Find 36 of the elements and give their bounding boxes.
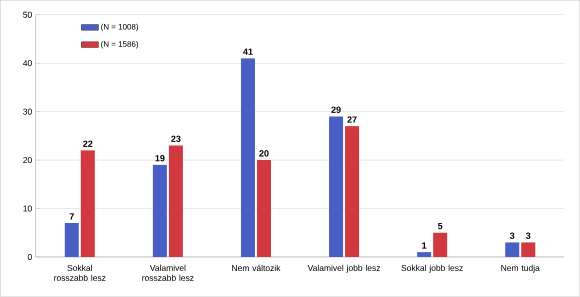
- data-label: 27: [347, 116, 357, 123]
- x-tick-label: Valamivel jobb lesz: [308, 264, 380, 273]
- data-label: 20: [259, 150, 269, 157]
- y-tick-label: 10: [23, 206, 32, 212]
- bar: [329, 116, 344, 258]
- x-tick-label: Valamivel rosszabb lesz: [142, 264, 194, 282]
- bar: [521, 242, 536, 258]
- x-tick-label: Sokkal jobb lesz: [401, 264, 463, 273]
- bar: [433, 232, 448, 258]
- data-label: 19: [155, 155, 165, 162]
- bar: [240, 58, 255, 258]
- y-tick-label: 50: [23, 12, 32, 18]
- bar: [168, 146, 183, 258]
- bar: [152, 165, 167, 258]
- x-tick-label: Sokkal rosszabb lesz: [54, 264, 106, 282]
- x-tick-label: Nem tudja: [501, 264, 540, 273]
- data-label: 3: [510, 232, 514, 240]
- y-tick-label: 40: [22, 60, 32, 66]
- y-tick-label: 30: [23, 108, 32, 115]
- bar: [64, 223, 79, 258]
- y-tick-label: 0: [28, 254, 32, 260]
- data-label: 1: [422, 242, 426, 249]
- bar: [256, 160, 271, 258]
- data-label: 22: [83, 140, 92, 147]
- data-label: 3: [526, 232, 530, 240]
- bar: [505, 242, 520, 258]
- data-label: 41: [243, 48, 253, 55]
- y-tick-label: 20: [23, 157, 32, 164]
- data-label: 7: [70, 213, 74, 220]
- bar: [345, 126, 360, 258]
- x-tick-label: Nem változik: [232, 264, 280, 272]
- bar: [417, 252, 432, 258]
- data-label: 23: [171, 136, 181, 142]
- data-label: 5: [438, 223, 442, 230]
- bar: [80, 150, 95, 258]
- data-label: 29: [331, 106, 341, 114]
